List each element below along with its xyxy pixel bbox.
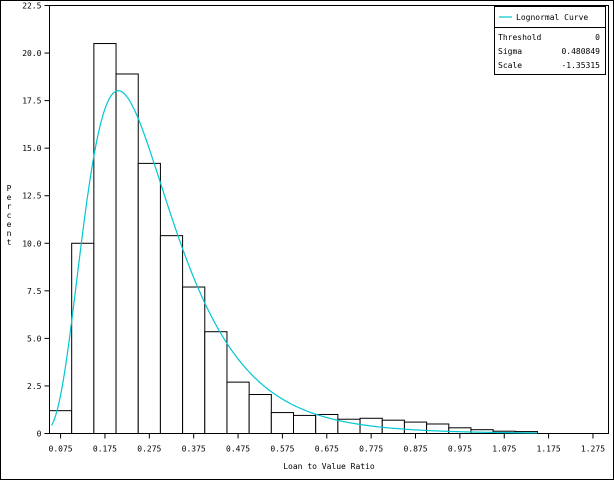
x-axis-label: Loan to Value Ratio xyxy=(283,462,375,471)
histogram-bar xyxy=(403,421,428,435)
y-tick-label: 17.5 xyxy=(22,97,41,106)
x-tick-label: 0.875 xyxy=(403,445,427,454)
y-tick-label: 12.5 xyxy=(22,192,41,201)
histogram-bar xyxy=(182,286,206,435)
legend-curve-label: Lognormal Curve xyxy=(516,13,588,22)
legend-scale-value: -1.35315 xyxy=(561,61,600,70)
x-tick-label: 0.375 xyxy=(182,445,206,454)
histogram-bar xyxy=(137,162,161,435)
histogram-bar xyxy=(115,73,139,434)
x-tick-label: 0.475 xyxy=(226,445,250,454)
x-tick-label: 0.275 xyxy=(137,445,161,454)
y-tick-label: 2.5 xyxy=(27,382,42,391)
y-axis-label-letter: r xyxy=(7,202,12,211)
legend-sigma-value: 0.480849 xyxy=(561,47,600,56)
x-tick-label: 0.775 xyxy=(359,445,383,454)
y-axis-label-letter: e xyxy=(7,220,12,229)
y-tick-label: 22.5 xyxy=(22,2,41,11)
y-axis-label-letter: e xyxy=(7,193,12,202)
lognormal-curve-line xyxy=(51,90,538,434)
histogram-bar xyxy=(93,43,117,435)
histogram-bar xyxy=(448,427,472,435)
legend-threshold-label: Threshold xyxy=(498,33,542,42)
x-axis: 0.075 0.175 0.275 0.375 0.475 0.575 0.675 0.775… xyxy=(49,433,605,454)
y-axis: 0 2.5 5.0 7.5 10.0 12.5 15.0 17.5 20.0 22.5 xyxy=(22,2,50,439)
legend-box xyxy=(494,6,606,75)
histogram-bar xyxy=(270,412,295,435)
legend: Lognormal Curve Threshold 0 Sigma 0.4808… xyxy=(494,6,606,75)
histogram-bar xyxy=(381,419,405,435)
x-tick-label: 0.575 xyxy=(270,445,294,454)
y-axis-label-letter: c xyxy=(7,211,12,220)
curve-group xyxy=(51,90,538,434)
legend-scale-label: Scale xyxy=(498,61,522,70)
legend-sigma-label: Sigma xyxy=(498,47,522,56)
legend-threshold-value: 0 xyxy=(595,33,600,42)
histogram-bar xyxy=(226,381,250,435)
y-axis-label-letter: P xyxy=(7,184,12,193)
y-tick-label: 0 xyxy=(37,430,42,439)
x-tick-label: 1.275 xyxy=(581,445,605,454)
x-tick-label: 0.075 xyxy=(49,445,73,454)
x-tick-label: 1.175 xyxy=(537,445,561,454)
y-tick-label: 15.0 xyxy=(22,144,41,153)
x-tick-label: 0.675 xyxy=(315,445,339,454)
bars-group xyxy=(49,43,539,435)
histogram-bar xyxy=(426,423,450,435)
histogram-bar xyxy=(204,331,228,434)
y-tick-label: 10.0 xyxy=(22,239,41,248)
histogram-bar xyxy=(248,394,272,435)
histogram-bar xyxy=(293,414,317,435)
y-tick-label: 20.0 xyxy=(22,49,41,58)
x-tick-label: 1.075 xyxy=(492,445,516,454)
x-tick-label: 0.975 xyxy=(448,445,472,454)
y-tick-label: 7.5 xyxy=(27,287,42,296)
y-axis-label-letter: n xyxy=(7,229,12,238)
x-tick-label: 0.175 xyxy=(93,445,117,454)
histogram-bar xyxy=(71,242,95,434)
y-axis-label-letter: t xyxy=(7,238,12,247)
y-tick-label: 5.0 xyxy=(27,334,42,343)
histogram-bar xyxy=(159,235,184,434)
